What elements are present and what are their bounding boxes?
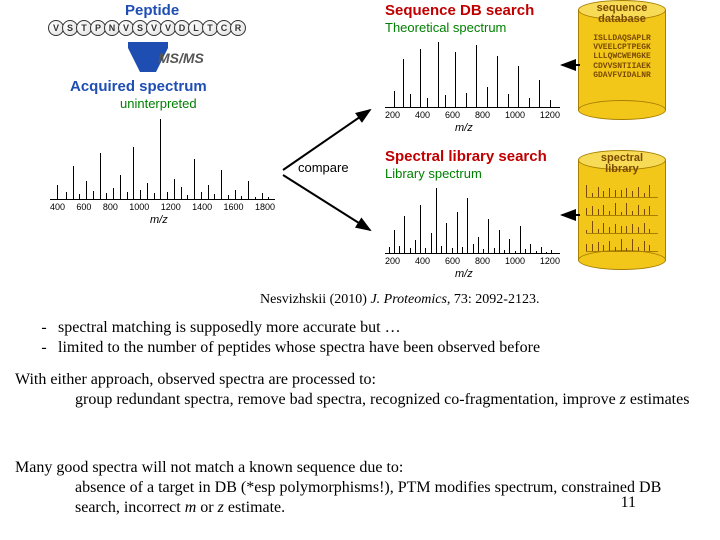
- acquired-ticks: 40060080010001200140016001800: [50, 202, 275, 212]
- citation-author: Nesvizhskii (2010): [260, 292, 370, 307]
- citation: Nesvizhskii (2010) J. Proteomics, 73: 20…: [260, 292, 539, 308]
- citation-journal: J. Proteomics: [370, 292, 446, 307]
- sequence-database-entries: ISLLDAQSAPLRVVEELCPTPEGKLLLQWCWEMGKECDVV…: [578, 34, 666, 80]
- theoretical-spectrum: [385, 38, 560, 108]
- speclib-title: Spectral library search: [385, 148, 547, 165]
- paragraph-no-match: Many good spectra will not match a known…: [15, 458, 705, 518]
- acquired-title: Acquired spectrum: [70, 78, 207, 95]
- workflow-diagram: Peptide VSTPNVSVVDLTCR MS/MS Acquired sp…: [50, 0, 670, 290]
- spectral-library-label: spectrallibrary: [578, 153, 666, 175]
- page-number: 11: [621, 494, 636, 512]
- seqdb-title: Sequence DB search: [385, 2, 534, 19]
- speclib-subtitle: Library spectrum: [385, 166, 482, 181]
- bullet-1: spectral matching is supposedly more acc…: [58, 318, 401, 338]
- bullet-list: -spectral matching is supposedly more ac…: [30, 318, 690, 358]
- bullet-2: limited to the number of peptides whose …: [58, 338, 540, 358]
- acquired-subtitle: uninterpreted: [120, 96, 197, 111]
- library-spectrum: [385, 184, 560, 254]
- residue: R: [230, 20, 246, 36]
- seqdb-axis: m/z: [455, 122, 473, 134]
- msms-label: MS/MS: [158, 50, 204, 66]
- speclib-ticks: 20040060080010001200: [385, 256, 560, 266]
- speclib-axis: m/z: [455, 268, 473, 280]
- speclib-arrow: [558, 205, 582, 225]
- sequence-database-label: sequencedatabase: [578, 3, 666, 25]
- compare-label: compare: [298, 160, 349, 175]
- peptide-sequence: VSTPNVSVVDLTCR: [50, 20, 246, 36]
- acquired-spectrum: [50, 115, 275, 200]
- seqdb-ticks: 20040060080010001200: [385, 110, 560, 120]
- spectral-library-icon: spectrallibrary: [578, 150, 666, 270]
- paragraph-processing: With either approach, observed spectra a…: [15, 370, 705, 410]
- library-mini-spectra: [586, 182, 658, 254]
- peptide-label: Peptide: [125, 2, 179, 19]
- sequence-database-icon: sequencedatabase ISLLDAQSAPLRVVEELCPTPEG…: [578, 0, 666, 120]
- citation-rest: , 73: 2092-2123.: [447, 292, 540, 307]
- seqdb-subtitle: Theoretical spectrum: [385, 20, 506, 35]
- acquired-axis: m/z: [150, 214, 168, 226]
- seqdb-arrow: [558, 55, 582, 75]
